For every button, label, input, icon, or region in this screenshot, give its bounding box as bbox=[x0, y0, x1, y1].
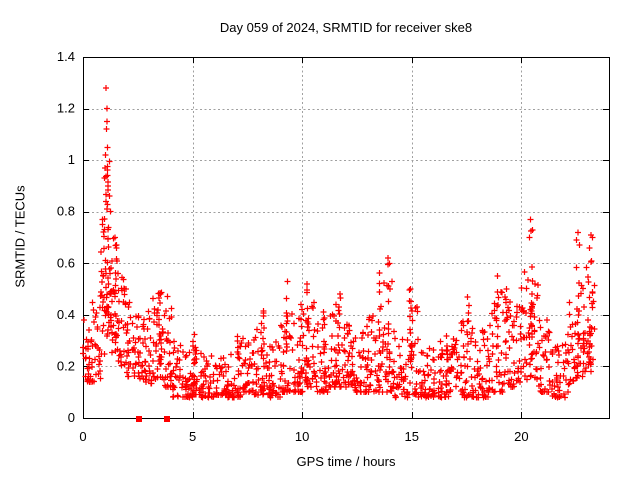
zero-square-marker bbox=[136, 416, 142, 422]
scatter-points bbox=[80, 85, 598, 401]
x-axis-label: GPS time / hours bbox=[296, 454, 396, 469]
y-tick-label: 0.6 bbox=[57, 255, 75, 270]
x-tick-label: 20 bbox=[514, 429, 528, 444]
zero-square-marker bbox=[164, 416, 170, 422]
x-tick-label: 0 bbox=[79, 429, 86, 444]
y-tick-label: 0.8 bbox=[57, 204, 75, 219]
y-tick-label: 0.2 bbox=[57, 358, 75, 373]
y-tick-label: 1 bbox=[68, 152, 75, 167]
plot-border bbox=[83, 57, 610, 419]
x-tick-label: 15 bbox=[405, 429, 419, 444]
y-tick-label: 1.2 bbox=[57, 101, 75, 116]
x-tick-label: 10 bbox=[295, 429, 309, 444]
x-tick-label: 5 bbox=[189, 429, 196, 444]
y-tick-label: 0.4 bbox=[57, 307, 75, 322]
chart-title: Day 059 of 2024, SRMTID for receiver ske… bbox=[219, 20, 473, 35]
grid-lines bbox=[83, 57, 609, 418]
y-tick-label: 0 bbox=[68, 410, 75, 425]
y-tick-label: 1.4 bbox=[57, 49, 75, 64]
